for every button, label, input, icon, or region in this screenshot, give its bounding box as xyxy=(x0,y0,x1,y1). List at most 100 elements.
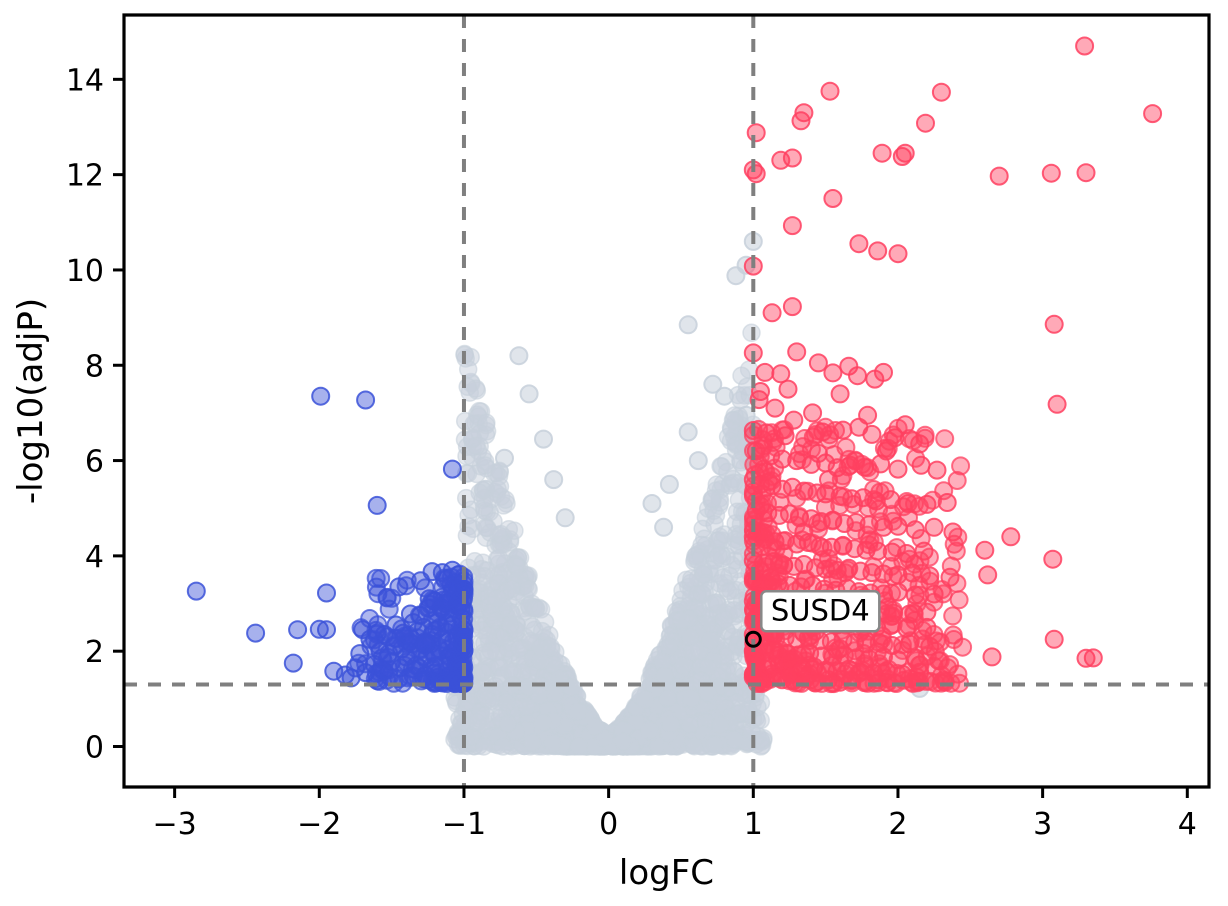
x-tick-label: 2 xyxy=(888,807,907,842)
data-point xyxy=(534,429,553,449)
data-point xyxy=(947,471,967,490)
data-point xyxy=(940,655,960,675)
data-point xyxy=(877,669,897,689)
data-point xyxy=(519,579,538,599)
data-point xyxy=(1041,163,1061,183)
data-point xyxy=(927,460,947,480)
data-point xyxy=(725,730,745,749)
data-point xyxy=(849,234,869,254)
data-point xyxy=(366,568,386,588)
x-axis-title: logFC xyxy=(619,853,714,893)
data-point xyxy=(787,342,807,362)
y-tick-label: 12 xyxy=(66,159,104,194)
data-point xyxy=(907,594,927,614)
data-point xyxy=(568,702,588,721)
data-point xyxy=(771,150,791,170)
y-tick-label: 6 xyxy=(85,445,104,480)
data-point xyxy=(1075,36,1095,56)
data-point xyxy=(762,303,782,323)
data-point xyxy=(686,547,705,566)
data-point xyxy=(830,496,850,515)
data-point xyxy=(502,579,521,599)
data-point xyxy=(522,733,542,752)
data-point xyxy=(798,481,818,501)
data-point xyxy=(953,637,973,657)
data-point xyxy=(372,648,392,668)
data-point xyxy=(831,469,851,489)
y-tick-label: 0 xyxy=(85,730,104,765)
data-point xyxy=(477,413,496,433)
data-point xyxy=(396,576,416,596)
data-point xyxy=(519,677,539,697)
data-point xyxy=(875,481,895,501)
data-point xyxy=(519,384,539,404)
data-point xyxy=(883,606,903,626)
data-point xyxy=(882,583,901,603)
data-point xyxy=(935,429,955,449)
data-point xyxy=(845,450,865,470)
data-point xyxy=(949,590,969,610)
data-point xyxy=(951,456,971,476)
data-point xyxy=(796,651,816,671)
data-point xyxy=(924,517,944,537)
data-point xyxy=(476,518,496,537)
data-point xyxy=(497,693,516,712)
data-point xyxy=(500,615,520,634)
data-point xyxy=(923,490,943,510)
data-point xyxy=(752,439,772,459)
data-point xyxy=(1076,648,1096,668)
data-point xyxy=(703,489,723,508)
data-point xyxy=(1043,549,1063,569)
data-point xyxy=(309,619,329,639)
data-point xyxy=(457,693,476,712)
data-point xyxy=(978,565,998,585)
data-point xyxy=(931,82,951,102)
data-point xyxy=(782,216,802,236)
data-point xyxy=(782,297,802,317)
x-tick-label: 0 xyxy=(599,807,618,842)
y-axis-title: -log10(adjP) xyxy=(11,298,51,504)
data-point xyxy=(678,422,698,442)
data-point xyxy=(660,637,679,657)
data-point xyxy=(982,647,1002,667)
data-point xyxy=(883,566,903,586)
data-point xyxy=(823,363,843,383)
data-point xyxy=(846,521,866,541)
data-point xyxy=(351,618,371,638)
data-point xyxy=(543,733,563,753)
data-point xyxy=(888,244,908,264)
data-point xyxy=(509,346,529,366)
data-point xyxy=(467,436,486,456)
data-point xyxy=(833,536,853,556)
data-point xyxy=(1076,163,1096,183)
data-point xyxy=(935,671,955,691)
data-point xyxy=(475,566,494,586)
data-point xyxy=(246,623,266,643)
data-point xyxy=(864,557,884,577)
data-point xyxy=(682,689,701,708)
data-point xyxy=(517,697,537,716)
data-point xyxy=(800,631,819,650)
data-point xyxy=(755,362,775,382)
data-point xyxy=(824,556,844,576)
axes-frame xyxy=(122,13,1211,789)
data-point xyxy=(705,735,724,754)
data-point xyxy=(396,652,416,672)
data-point xyxy=(416,665,436,685)
data-point xyxy=(874,362,893,382)
data-point xyxy=(823,189,843,208)
data-point xyxy=(883,600,903,620)
data-point xyxy=(438,568,457,588)
data-point xyxy=(820,81,840,101)
data-point xyxy=(796,569,816,589)
data-point xyxy=(887,538,907,558)
data-point xyxy=(399,626,419,645)
data-point xyxy=(858,498,878,518)
data-point xyxy=(791,111,811,131)
data-point xyxy=(569,736,589,756)
data-point xyxy=(555,508,575,528)
data-point xyxy=(869,654,889,674)
